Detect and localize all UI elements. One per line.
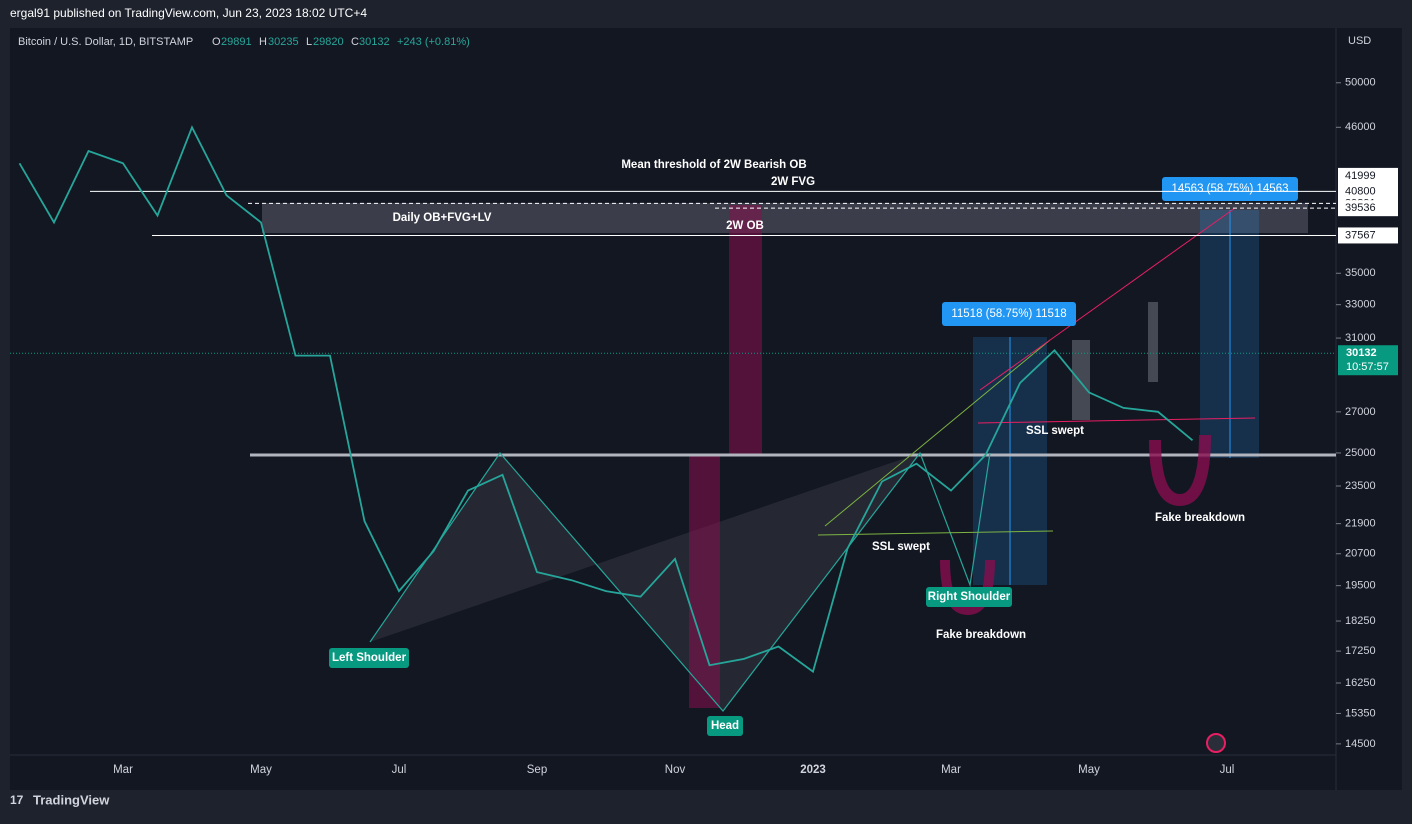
x-tick-label: Jul — [392, 764, 407, 776]
x-tick-label: Jul — [1220, 764, 1235, 776]
y-tick-label: 16250 — [1345, 677, 1376, 689]
trend-line — [824, 339, 1051, 527]
price-label: 37567 — [1345, 229, 1376, 241]
x-tick-label: May — [1078, 764, 1100, 776]
y-tick-label: 31000 — [1345, 332, 1376, 344]
y-tick-label: 27000 — [1345, 406, 1376, 418]
price-label-box — [1338, 183, 1398, 200]
price-label-box — [1338, 227, 1398, 244]
y-tick-label: 15350 — [1345, 707, 1376, 719]
y-tick-label: 25000 — [1345, 447, 1376, 459]
annotation: SSL swept — [872, 541, 930, 553]
countdown: 10:57:57 — [1346, 361, 1389, 373]
measure-box — [1162, 177, 1298, 201]
measure-box — [942, 302, 1076, 326]
y-tick-label: 19500 — [1345, 580, 1376, 592]
symbol: Bitcoin / U.S. Dollar, 1D, BITSTAMP — [18, 36, 193, 48]
y-tick-label: 18250 — [1345, 615, 1376, 627]
trend-line — [979, 207, 1236, 391]
gray-box — [1072, 340, 1090, 420]
price-label-box — [1338, 167, 1398, 184]
ohlc-value: 30132 — [359, 36, 390, 48]
x-tick-label: Mar — [941, 764, 961, 776]
label-box — [707, 716, 743, 736]
ob-2w-zone — [729, 205, 762, 455]
change: +243 (+0.81%) — [397, 36, 470, 48]
pattern-line — [369, 451, 991, 712]
y-tick-label: 50000 — [1345, 77, 1376, 89]
flag-icon[interactable] — [1206, 733, 1226, 753]
ohlc-value: 30235 — [268, 36, 299, 48]
x-tick-label: Mar — [113, 764, 133, 776]
y-tick-label: 46000 — [1345, 121, 1376, 133]
trend-line — [977, 417, 1256, 424]
ohlc-label: C — [351, 36, 359, 48]
annotation: Fake breakdown — [936, 629, 1026, 641]
price-label: 39536 — [1345, 202, 1376, 214]
annotation: 2W OB — [726, 220, 764, 232]
published: ergal91 published on TradingView.com, Ju… — [10, 6, 367, 20]
ohlc-value: 29891 — [221, 36, 252, 48]
label-box — [329, 648, 409, 668]
gray-box — [1148, 302, 1158, 382]
measure-label: 11518 (58.75%) 11518 — [951, 308, 1066, 320]
y-tick-label: 17250 — [1345, 645, 1376, 657]
ohlc-label: H — [259, 36, 267, 48]
y-tick-label: 23500 — [1345, 480, 1376, 492]
annotation: Fake breakdown — [1155, 512, 1245, 524]
y-tick-label: 14500 — [1345, 738, 1376, 750]
pattern-label: Head — [711, 720, 739, 732]
x-tick-label: Nov — [665, 764, 686, 776]
y-tick-label: 33000 — [1345, 299, 1376, 311]
ohlc-label: L — [306, 36, 312, 48]
y-tick-label: 35000 — [1345, 267, 1376, 279]
pattern-label: Right Shoulder — [928, 591, 1011, 603]
ob-2w-zone — [689, 455, 720, 708]
x-tick-label: May — [250, 764, 272, 776]
price-line — [18, 125, 1194, 674]
pattern-fill — [370, 453, 920, 711]
currency: USD — [1348, 35, 1371, 47]
trend-line — [817, 530, 1054, 536]
price-label: 40800 — [1345, 185, 1376, 197]
current-price-box — [1338, 345, 1398, 376]
measure-label: 14563 (58.75%) 14563 — [1171, 183, 1288, 195]
logo: 17 — [10, 793, 24, 807]
y-tick-label: 20700 — [1345, 548, 1376, 560]
annotation: 2W FVG — [771, 176, 815, 188]
x-tick-label: Sep — [527, 764, 547, 776]
ohlc-label: O — [212, 36, 221, 48]
annotation: Mean threshold of 2W Bearish OB — [621, 159, 806, 171]
pattern-label: Left Shoulder — [332, 652, 407, 664]
current-price: 30132 — [1346, 347, 1377, 359]
annotation: Daily OB+FVG+LV — [393, 212, 492, 224]
price-label: 41999 — [1345, 170, 1376, 182]
footer-brand: TradingView — [33, 792, 110, 807]
u-mark — [1149, 434, 1211, 507]
price-label-box — [1338, 200, 1398, 217]
u-mark — [940, 559, 995, 616]
label-box — [926, 587, 1012, 607]
y-tick-label: 21900 — [1345, 518, 1376, 530]
ohlc-value: 29820 — [313, 36, 344, 48]
x-tick-label: 2023 — [800, 764, 826, 776]
annotation: SSL swept — [1026, 425, 1084, 437]
